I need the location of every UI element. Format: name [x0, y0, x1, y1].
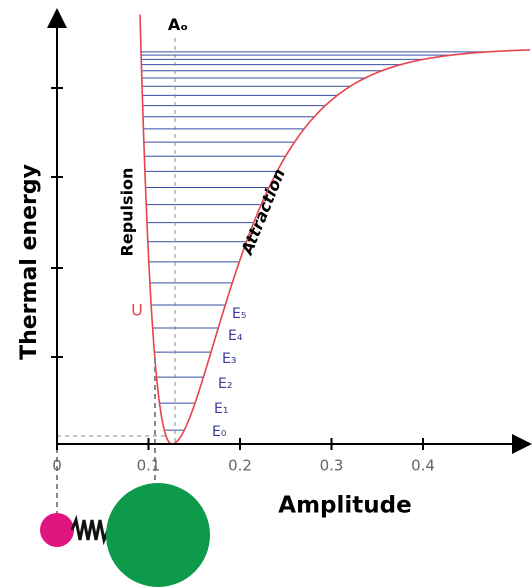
energy-levels — [141, 51, 489, 431]
equilibrium-label: Aₒ — [168, 15, 188, 34]
level-label: E₁ — [214, 401, 228, 417]
potential-curve — [139, 14, 530, 445]
x-tick-label: 0 — [52, 457, 62, 475]
spring — [70, 514, 110, 546]
attraction-label: Attraction — [237, 166, 289, 259]
y-axis-label: Thermal energy — [17, 164, 42, 360]
level-label: E₃ — [222, 351, 236, 367]
x-axis-label: Amplitude — [278, 493, 411, 519]
large-atom — [106, 483, 210, 587]
x-tick-label: 0.4 — [411, 457, 435, 475]
level-label: E₀ — [212, 424, 227, 440]
level-label: E₄ — [228, 328, 243, 344]
x-tick-label: 0.3 — [320, 457, 344, 475]
potential-label: U — [131, 301, 143, 320]
level-labels: E₀ E₁ E₂ E₃ E₄ E₅ — [212, 306, 246, 440]
level-label: E₅ — [232, 306, 246, 322]
x-ticks: 0 0.1 0.2 0.3 0.4 — [52, 438, 435, 475]
repulsion-label: Repulsion — [118, 168, 137, 257]
x-tick-label: 0.1 — [137, 457, 161, 475]
small-atom — [40, 513, 74, 547]
x-tick-label: 0.2 — [228, 457, 252, 475]
level-label: E₂ — [218, 376, 232, 392]
y-ticks — [51, 87, 63, 358]
